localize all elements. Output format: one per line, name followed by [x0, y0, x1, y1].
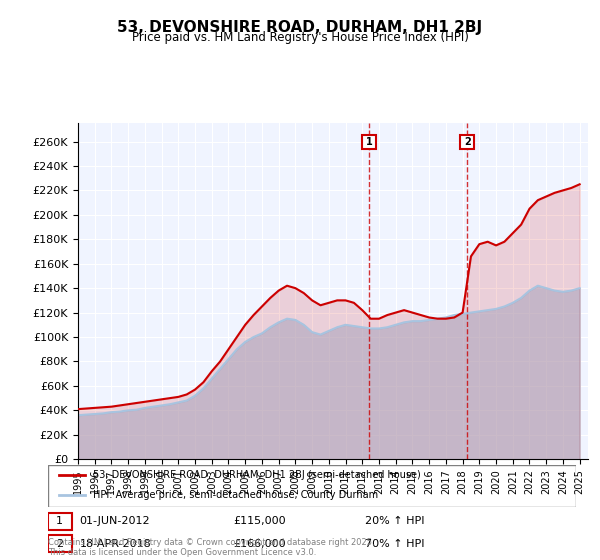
Text: 2: 2 [56, 539, 63, 549]
Text: 01-JUN-2012: 01-JUN-2012 [80, 516, 151, 526]
Text: £115,000: £115,000 [233, 516, 286, 526]
Text: Contains HM Land Registry data © Crown copyright and database right 2025.
This d: Contains HM Land Registry data © Crown c… [48, 538, 374, 557]
Text: 1: 1 [366, 137, 373, 147]
Text: Price paid vs. HM Land Registry's House Price Index (HPI): Price paid vs. HM Land Registry's House … [131, 31, 469, 44]
Text: 18-APR-2018: 18-APR-2018 [80, 539, 151, 549]
Text: 20% ↑ HPI: 20% ↑ HPI [365, 516, 424, 526]
Text: 53, DEVONSHIRE ROAD, DURHAM, DH1 2BJ (semi-detached house): 53, DEVONSHIRE ROAD, DURHAM, DH1 2BJ (se… [93, 470, 421, 480]
Text: £166,000: £166,000 [233, 539, 286, 549]
Text: 1: 1 [56, 516, 63, 526]
Text: 2: 2 [464, 137, 471, 147]
Text: 53, DEVONSHIRE ROAD, DURHAM, DH1 2BJ: 53, DEVONSHIRE ROAD, DURHAM, DH1 2BJ [118, 20, 482, 35]
Text: 70% ↑ HPI: 70% ↑ HPI [365, 539, 424, 549]
Text: HPI: Average price, semi-detached house, County Durham: HPI: Average price, semi-detached house,… [93, 490, 378, 500]
